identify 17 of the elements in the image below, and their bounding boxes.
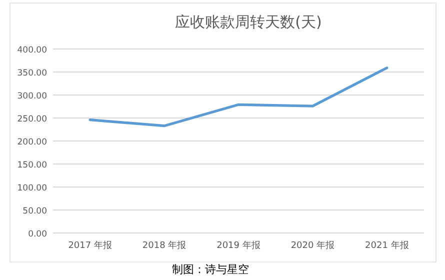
y-tick-label: 300.00: [17, 92, 47, 102]
y-tick-label: 200.00: [17, 138, 47, 148]
x-tick-label: 2017 年报: [68, 240, 112, 251]
x-tick-label: 2020 年报: [290, 240, 335, 251]
x-tick-label: 2019 年报: [216, 240, 260, 251]
x-tick-label: 2021 年报: [365, 240, 409, 251]
y-tick-label: 400.00: [17, 46, 47, 56]
y-tick-label: 0.00: [28, 230, 47, 240]
y-tick-label: 100.00: [17, 184, 47, 194]
y-tick-label: 350.00: [17, 68, 47, 78]
x-tick-label: 2018 年报: [142, 240, 186, 251]
chart-title: 应收账款周转天数(天): [175, 13, 322, 31]
y-tick-label: 150.00: [17, 160, 47, 170]
y-tick-label: 250.00: [17, 114, 47, 124]
y-tick-label: 50.00: [22, 206, 47, 216]
line-series: [88, 66, 388, 128]
text: 制图：诗与星空: [172, 263, 249, 276]
